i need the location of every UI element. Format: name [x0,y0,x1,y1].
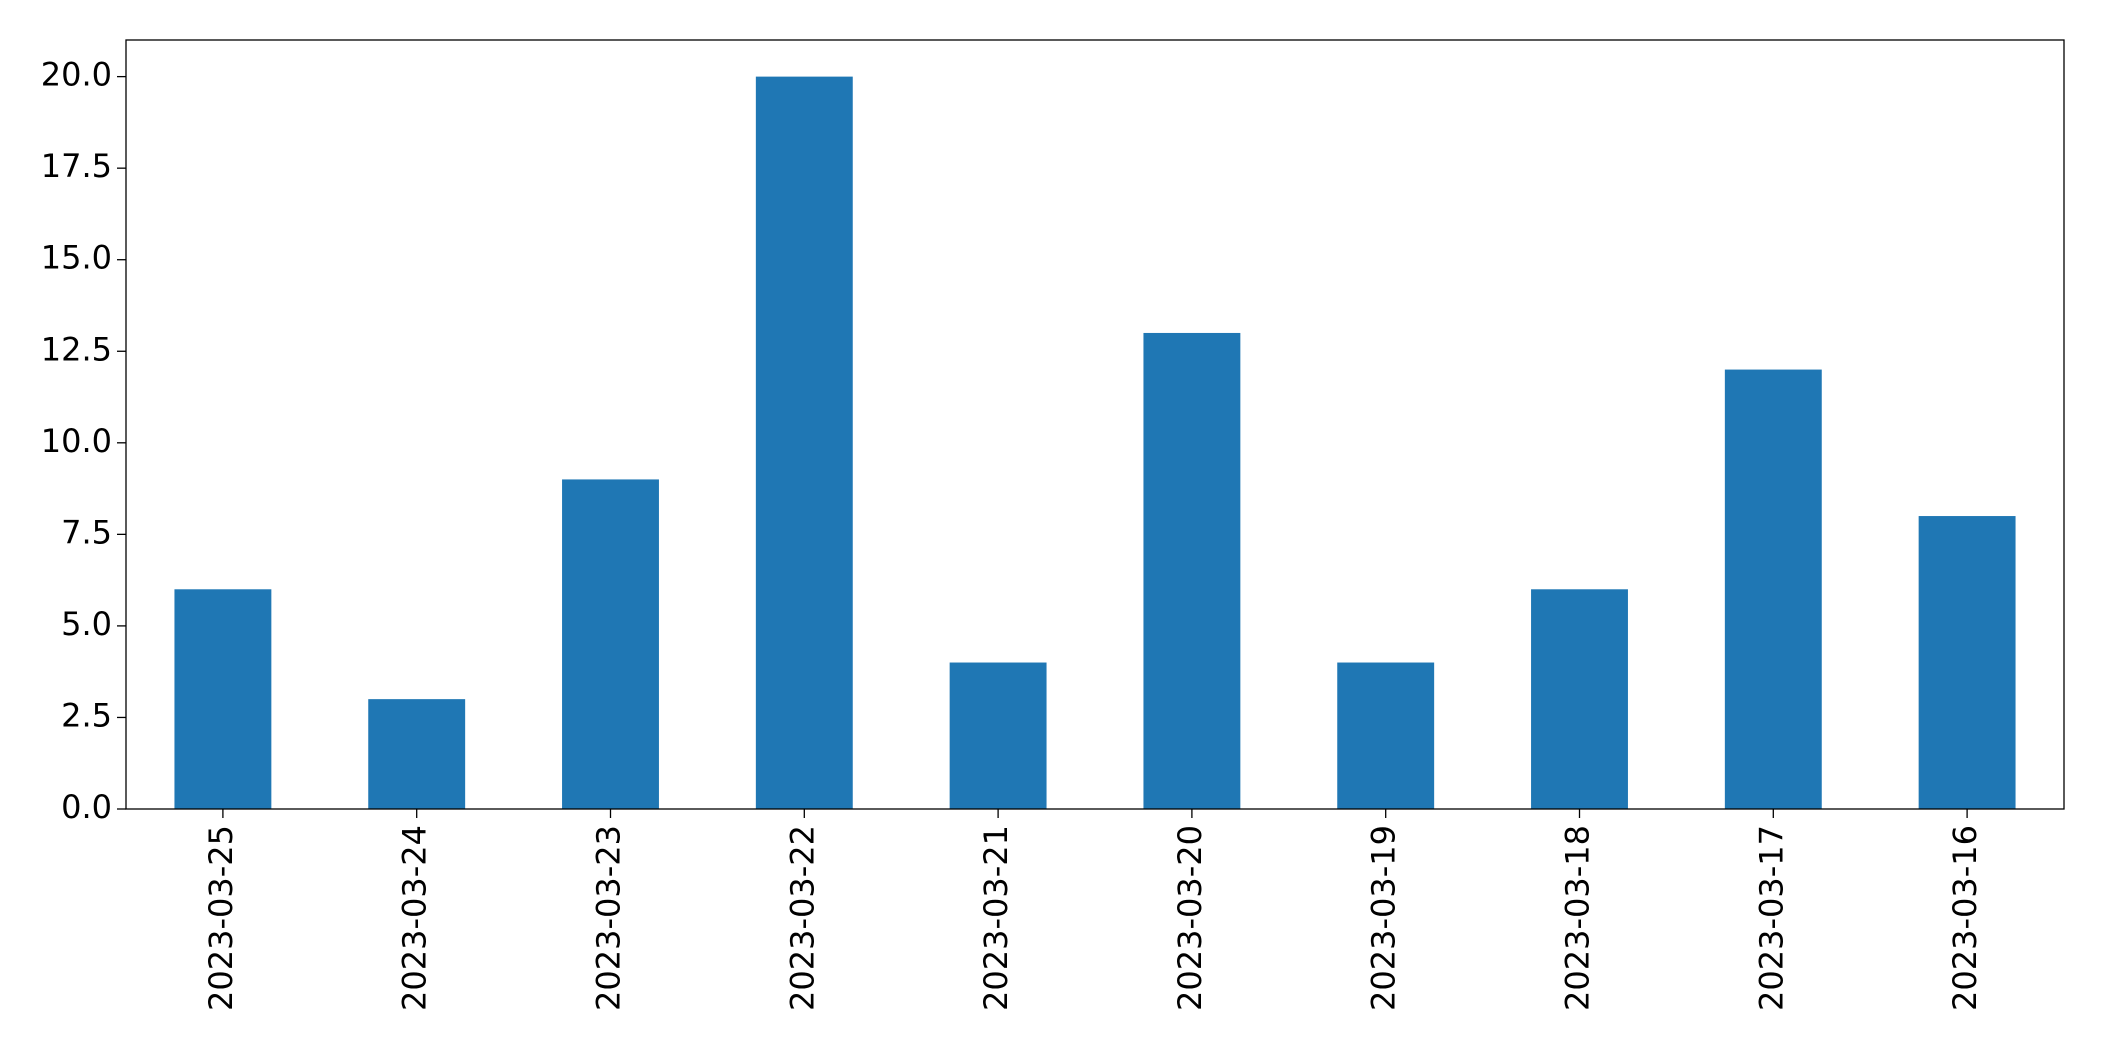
bar [562,479,659,809]
y-tick-label: 12.5 [41,330,112,368]
bar [1531,589,1628,809]
bar [755,76,853,810]
plot-frame [125,39,2065,810]
bar [174,589,272,809]
x-tick-label: 2023-03-20 [1171,825,1209,1011]
y-tick-label: 5.0 [61,605,112,643]
x-tick-label: 2023-03-18 [1559,825,1597,1011]
x-tick-label: 2023-03-21 [977,825,1015,1011]
x-tick-label: 2023-03-17 [1752,825,1790,1011]
bar [1918,516,2016,809]
x-tick-label: 2023-03-25 [202,825,240,1011]
y-tick-label: 2.5 [61,696,112,734]
y-tick-label: 15.0 [41,239,112,277]
bar [368,699,466,809]
bar [1337,662,1435,809]
y-tick-label: 10.0 [41,422,112,460]
x-tick-label: 2023-03-23 [590,825,628,1011]
x-tick-label: 2023-03-19 [1365,825,1403,1011]
y-tick-label: 7.5 [61,513,112,551]
y-tick-label: 20.0 [41,56,112,94]
x-tick-label: 2023-03-16 [1946,825,1984,1011]
y-tick-label: 17.5 [41,147,112,185]
x-tick-label: 2023-03-24 [396,825,434,1011]
bar [949,662,1047,809]
x-tick-label: 2023-03-22 [783,825,821,1011]
y-tick-label: 0.0 [61,788,112,826]
bar [1143,332,1241,809]
bar [1724,369,1822,809]
